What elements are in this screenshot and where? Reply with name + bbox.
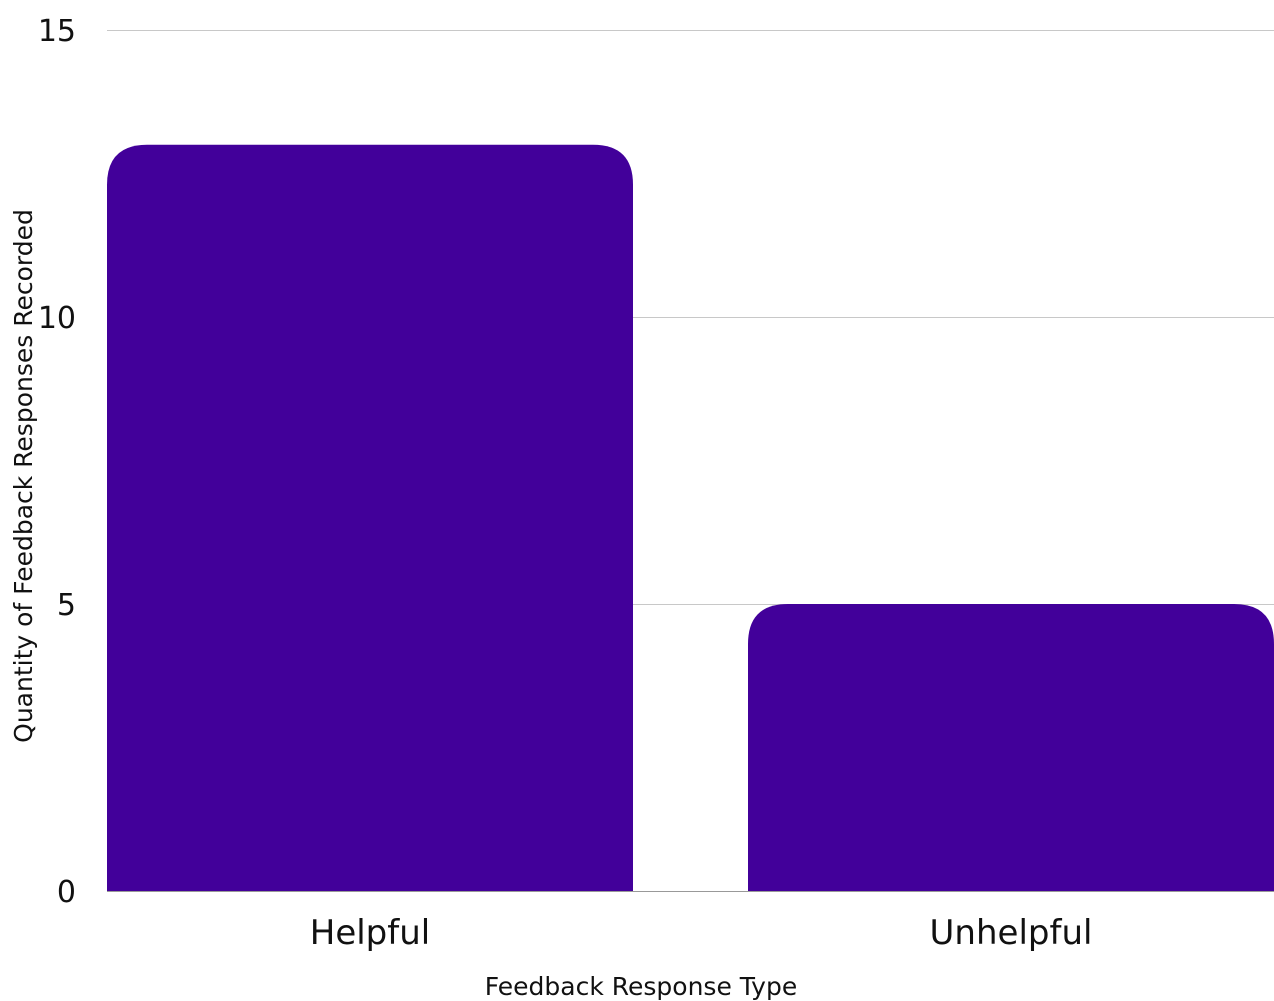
bar-unhelpful [748,604,1274,891]
y-tick-label: 0 [57,875,76,910]
x-axis-ticks: Helpful Unhelpful [310,913,1093,953]
y-axis-ticks: 0 5 10 15 [38,14,76,910]
y-tick-label: 15 [38,14,76,49]
x-axis-title: Feedback Response Type [485,972,797,1001]
bar-helpful [107,144,633,892]
x-tick-label: Helpful [310,913,430,953]
y-tick-label: 10 [38,301,76,336]
y-tick-label: 5 [57,588,76,623]
bars [107,144,1274,892]
y-axis-title: Quantity of Feedback Responses Recorded [9,209,38,743]
x-tick-label: Unhelpful [930,913,1093,953]
